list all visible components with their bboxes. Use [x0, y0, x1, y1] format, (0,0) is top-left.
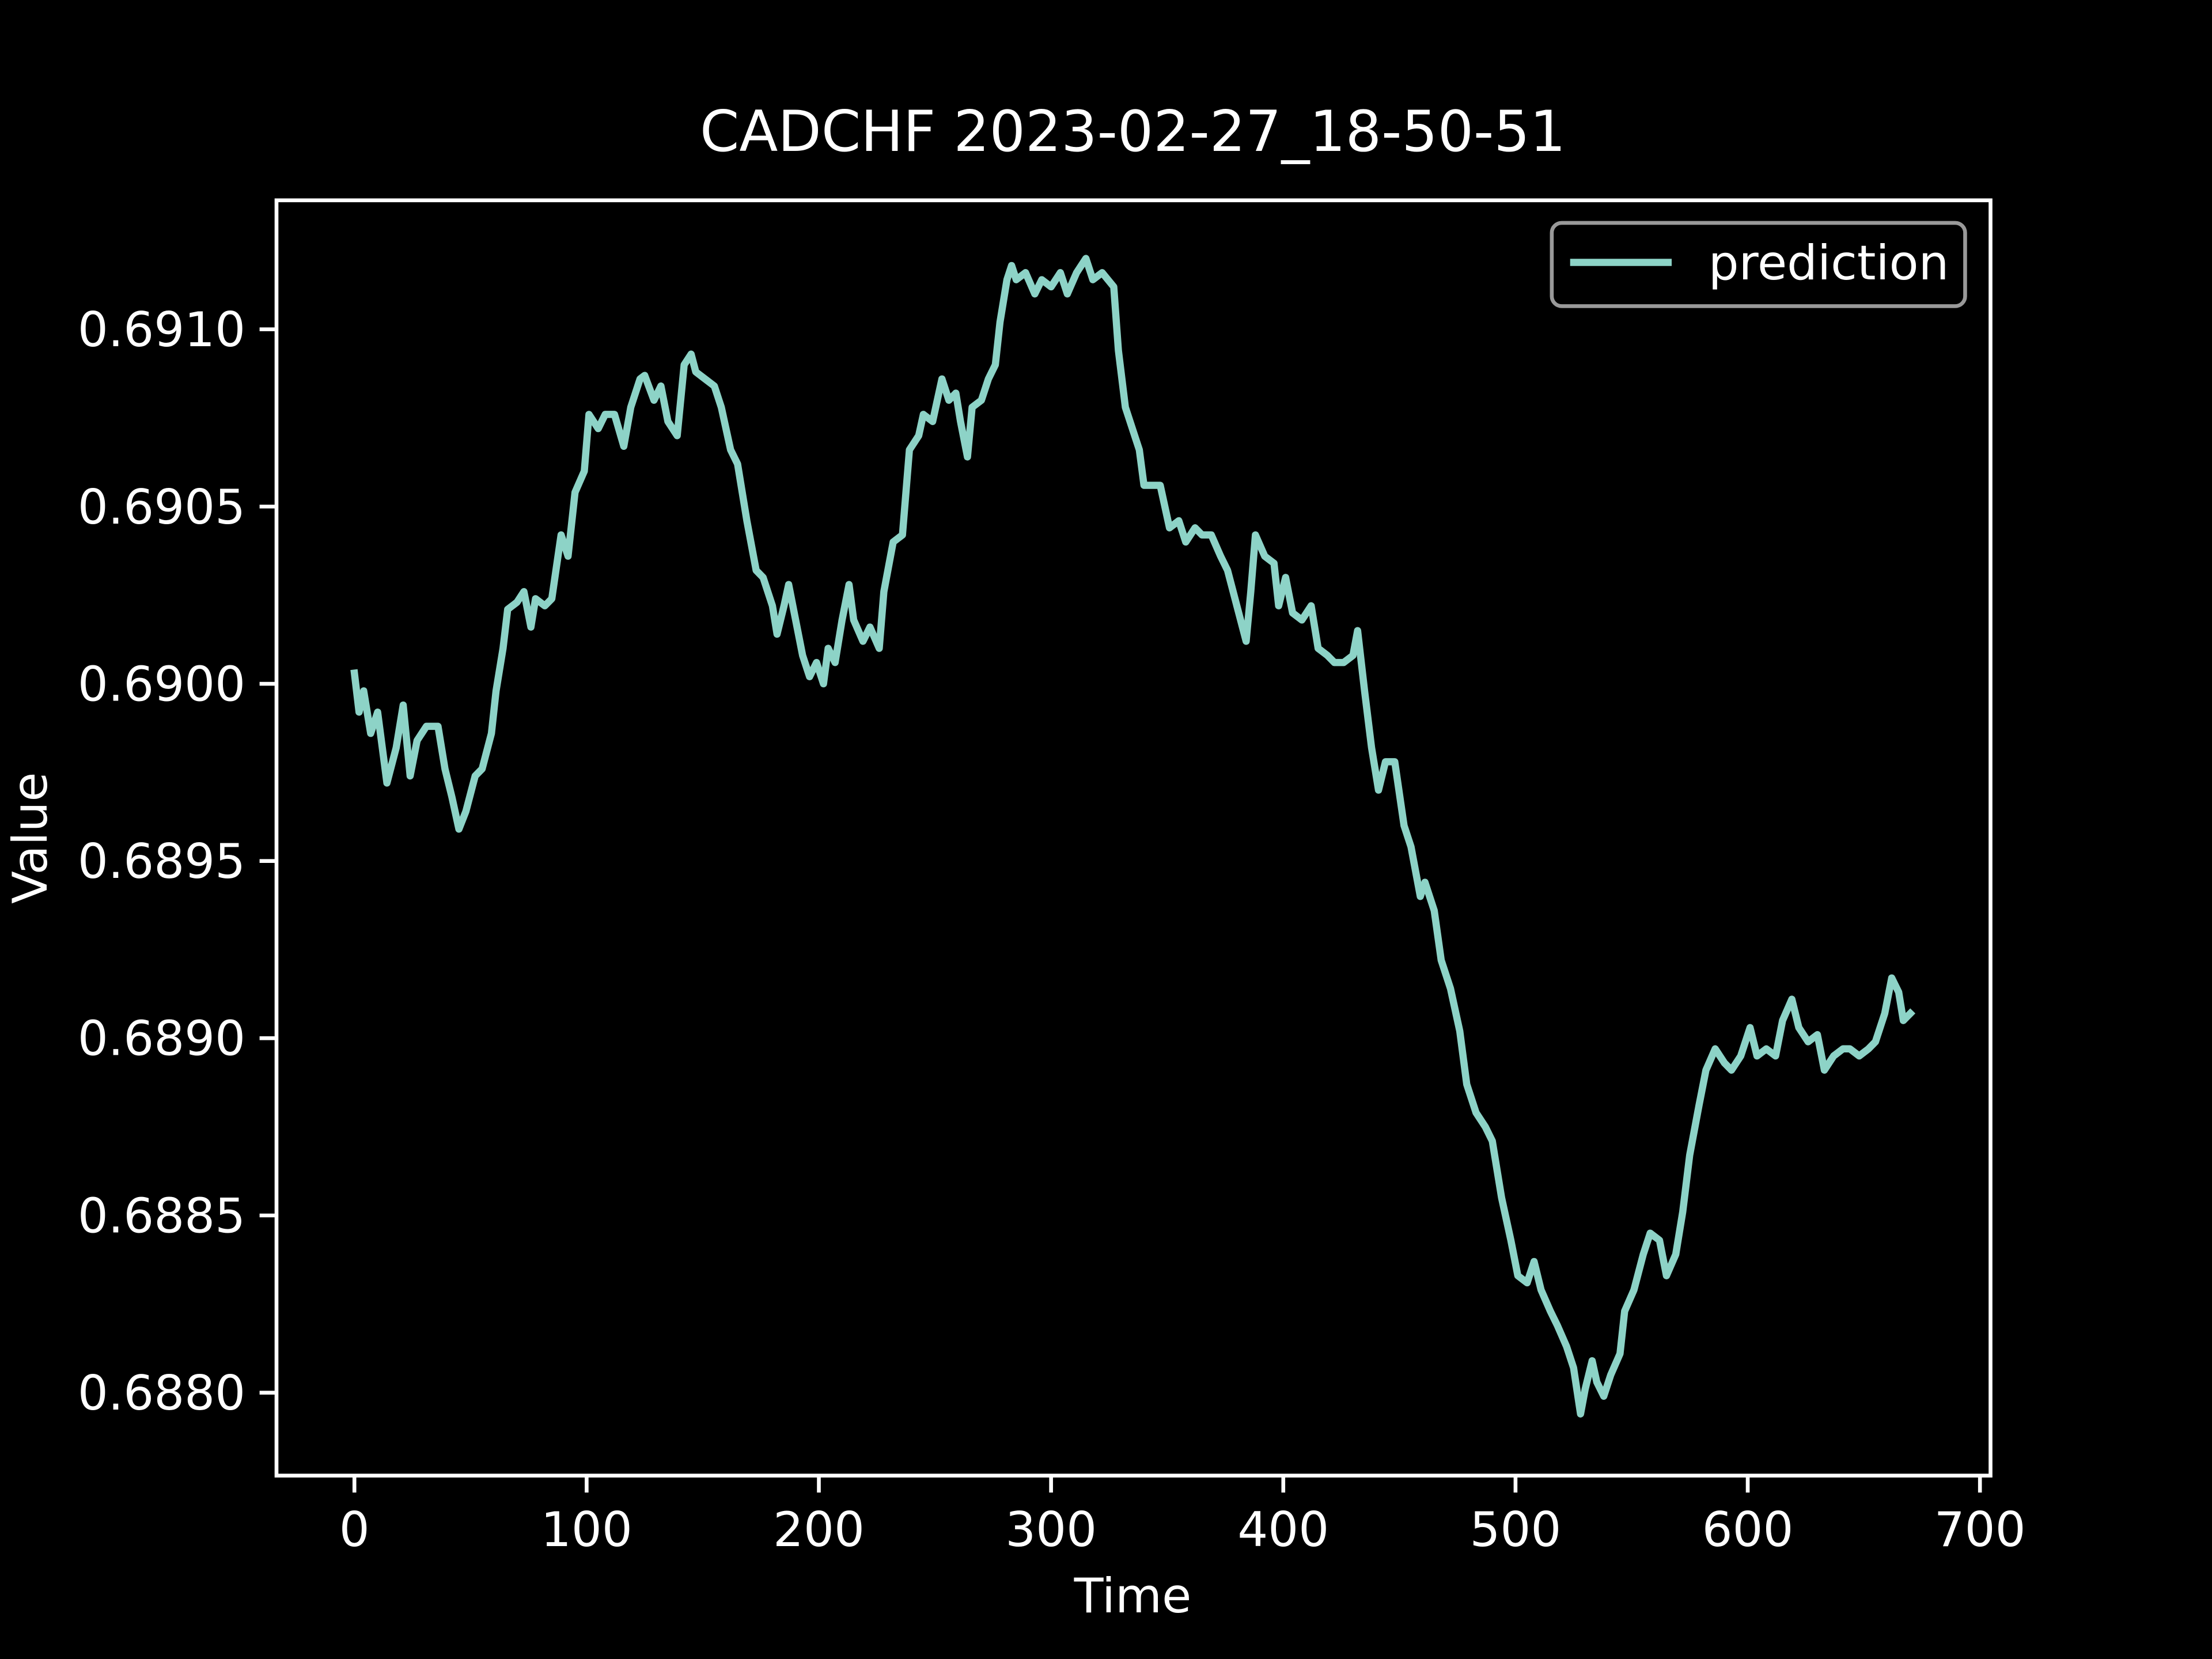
chart-title: CADCHF 2023-02-27_18-50-51: [700, 99, 1566, 165]
y-tick-label: 0.6885: [78, 1188, 245, 1244]
x-tick-label: 500: [1469, 1502, 1561, 1558]
y-tick-label: 0.6895: [78, 834, 245, 889]
axes-frame: [274, 198, 1993, 1478]
y-tick-label: 0.6910: [78, 302, 245, 358]
x-tick-label: 200: [773, 1502, 865, 1558]
legend-box: [1550, 221, 1967, 308]
y-tick-label: 0.6905: [78, 479, 245, 535]
legend: prediction: [1550, 221, 1967, 308]
x-axis-label: Time: [1074, 1568, 1192, 1624]
y-tick-label: 0.6900: [78, 656, 245, 712]
x-tick-label: 0: [339, 1502, 370, 1558]
x-tick-label: 700: [1934, 1502, 2026, 1558]
data-line: [350, 255, 1916, 1418]
y-tick-label: 0.6880: [78, 1365, 245, 1421]
x-tick-label: 400: [1237, 1502, 1329, 1558]
x-tick-label: 300: [1005, 1502, 1097, 1558]
legend-label: prediction: [1709, 235, 1949, 291]
x-tick-label: 100: [541, 1502, 632, 1558]
y-tick-label: 0.6890: [78, 1011, 245, 1067]
x-tick-label: 600: [1702, 1502, 1794, 1558]
y-axis-label: Value: [2, 772, 58, 904]
